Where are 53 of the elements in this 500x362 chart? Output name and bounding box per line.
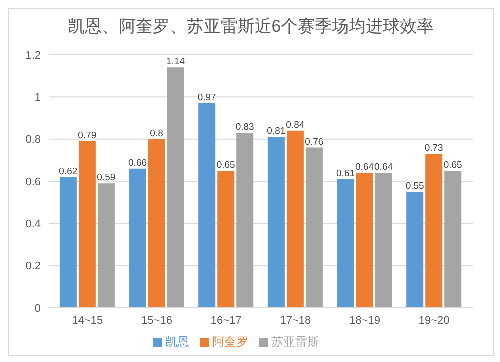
data-label: 0.55: [406, 181, 424, 192]
data-label: 0.65: [216, 160, 236, 171]
data-label: 0.83: [236, 122, 254, 134]
legend-label: 凯恩: [166, 335, 190, 349]
bar: [268, 137, 285, 308]
x-tick-label: 15~16: [142, 314, 172, 327]
data-label: 0.76: [305, 136, 324, 148]
data-label: 0.81: [267, 126, 286, 138]
bar: [406, 192, 424, 308]
y-tick-label: 0: [34, 302, 41, 315]
y-tick-label: 0.4: [26, 218, 41, 231]
bar: [426, 154, 443, 308]
bar: [218, 170, 235, 308]
data-label: 0.65: [444, 160, 462, 171]
bar: [148, 139, 166, 308]
x-tick-label: 16~17: [210, 314, 242, 327]
data-label: 0.62: [59, 166, 78, 178]
chart-title: 凯恩、阿奎罗、苏亚雷斯近6个赛季场均进球效率: [66, 16, 436, 38]
y-tick-label: 1: [34, 92, 41, 104]
legend-label: 苏亚雷斯: [272, 335, 320, 349]
bar: [236, 133, 254, 308]
y-tick-label: 0.2: [26, 260, 41, 273]
y-tick-label: 0.8: [26, 134, 41, 146]
bar: [444, 170, 462, 308]
data-label: 0.64: [356, 162, 374, 174]
bar: [337, 179, 354, 308]
data-label: 0.79: [78, 130, 97, 142]
bar: [198, 103, 216, 308]
data-label: 0.97: [198, 92, 216, 104]
bar: [286, 130, 304, 308]
x-tick-label: 17~18: [280, 314, 312, 327]
bar: [60, 177, 77, 308]
x-tick-label: 18~19: [350, 314, 380, 327]
bar: [375, 173, 392, 308]
bar: [356, 173, 374, 308]
legend-label: 阿奎罗: [212, 335, 248, 349]
bar: [129, 168, 146, 308]
y-tick-label: 0.6: [26, 176, 41, 188]
data-label: 0.8: [150, 128, 164, 140]
data-label: 0.73: [424, 143, 444, 154]
data-label: 0.59: [97, 172, 116, 184]
data-label: 0.84: [286, 120, 305, 131]
bar: [98, 184, 115, 308]
y-tick-label: 1.2: [26, 50, 41, 62]
data-label: 0.66: [128, 158, 148, 169]
data-label: 0.64: [374, 162, 394, 174]
data-label: 1.14: [166, 56, 186, 68]
data-label: 0.61: [336, 168, 356, 180]
bar: [306, 148, 323, 308]
bar: [78, 141, 96, 308]
x-tick-label: 19~20: [418, 314, 450, 327]
bar: [167, 68, 184, 308]
x-tick-label: 14~15: [72, 314, 104, 327]
